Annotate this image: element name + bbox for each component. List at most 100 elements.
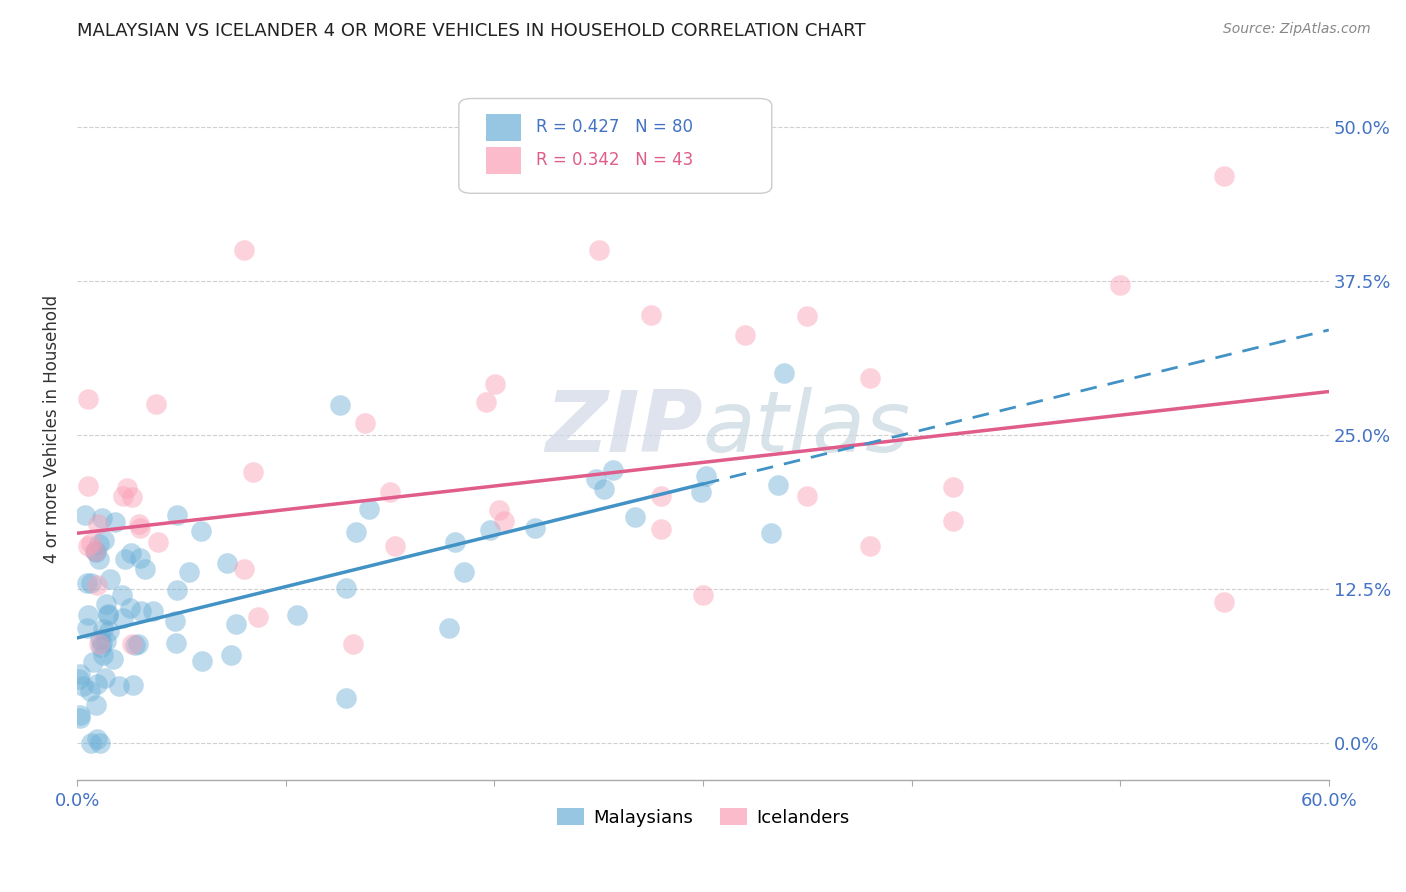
Text: R = 0.427   N = 80: R = 0.427 N = 80 xyxy=(537,119,693,136)
Point xyxy=(942,514,965,528)
Y-axis label: 4 or more Vehicles in Household: 4 or more Vehicles in Household xyxy=(44,294,60,563)
Point xyxy=(108,679,131,693)
Point xyxy=(91,636,114,650)
Point xyxy=(640,309,662,323)
Point xyxy=(75,508,97,522)
Point xyxy=(524,521,547,535)
Point xyxy=(247,610,270,624)
Point xyxy=(217,556,239,570)
Point xyxy=(444,535,467,549)
Point xyxy=(759,525,782,540)
Point xyxy=(80,736,103,750)
Point xyxy=(82,655,104,669)
Point xyxy=(859,539,882,553)
Point xyxy=(357,501,380,516)
Text: R = 0.342   N = 43: R = 0.342 N = 43 xyxy=(537,152,693,169)
Point xyxy=(650,489,672,503)
Point xyxy=(134,562,156,576)
Point xyxy=(114,552,136,566)
Point xyxy=(165,636,187,650)
Text: ZIP: ZIP xyxy=(546,387,703,470)
Point xyxy=(93,533,115,547)
Point xyxy=(285,607,308,622)
Point xyxy=(335,691,357,706)
Point xyxy=(87,637,110,651)
Point xyxy=(474,394,496,409)
Point xyxy=(219,648,242,662)
Point xyxy=(84,544,107,558)
Point xyxy=(89,632,111,646)
Point xyxy=(1213,595,1236,609)
Point xyxy=(76,621,98,635)
Point xyxy=(104,515,127,529)
Point xyxy=(97,607,120,621)
Point xyxy=(115,481,138,495)
Point xyxy=(602,463,624,477)
Point xyxy=(190,524,212,539)
Point xyxy=(165,614,187,628)
Point xyxy=(329,398,352,412)
Point xyxy=(453,565,475,579)
Point xyxy=(120,546,142,560)
Point xyxy=(766,477,789,491)
Point xyxy=(191,654,214,668)
Point xyxy=(94,597,117,611)
Point xyxy=(91,648,114,662)
Point xyxy=(354,417,377,431)
Point xyxy=(89,736,111,750)
Point xyxy=(484,376,506,391)
Point xyxy=(72,679,94,693)
Point xyxy=(225,617,247,632)
Point xyxy=(77,608,100,623)
Point xyxy=(342,637,364,651)
Point xyxy=(378,484,401,499)
Point xyxy=(128,521,150,535)
Point xyxy=(129,604,152,618)
Point xyxy=(83,543,105,558)
Point xyxy=(166,583,188,598)
Point xyxy=(90,640,112,655)
Point xyxy=(97,608,120,623)
Point xyxy=(146,534,169,549)
Point xyxy=(89,552,111,566)
Point xyxy=(76,479,98,493)
Text: MALAYSIAN VS ICELANDER 4 OR MORE VEHICLES IN HOUSEHOLD CORRELATION CHART: MALAYSIAN VS ICELANDER 4 OR MORE VEHICLE… xyxy=(77,22,866,40)
Point xyxy=(98,624,121,638)
Point xyxy=(86,578,108,592)
Point xyxy=(734,328,756,343)
Legend: Malaysians, Icelanders: Malaysians, Icelanders xyxy=(550,800,856,834)
Point xyxy=(796,309,818,323)
Point xyxy=(93,623,115,637)
Point xyxy=(242,465,264,479)
Point xyxy=(86,698,108,713)
Point xyxy=(69,711,91,725)
Point xyxy=(101,652,124,666)
Point xyxy=(690,485,713,500)
FancyBboxPatch shape xyxy=(458,98,772,194)
Point xyxy=(69,708,91,723)
Point xyxy=(121,490,143,504)
Point xyxy=(120,601,142,615)
Point xyxy=(127,637,149,651)
FancyBboxPatch shape xyxy=(486,147,522,174)
Point xyxy=(94,671,117,685)
Point xyxy=(79,575,101,590)
Point xyxy=(76,576,98,591)
Point xyxy=(76,539,98,553)
Point xyxy=(585,472,607,486)
Point xyxy=(859,370,882,384)
Point xyxy=(128,517,150,532)
Point xyxy=(588,243,610,257)
Point xyxy=(177,566,200,580)
Point xyxy=(695,469,717,483)
Point xyxy=(111,588,134,602)
Text: atlas: atlas xyxy=(703,387,911,470)
Point xyxy=(91,511,114,525)
Point xyxy=(86,677,108,691)
Point xyxy=(344,524,367,539)
Point xyxy=(233,243,256,257)
Point xyxy=(145,397,167,411)
Point xyxy=(124,638,146,652)
FancyBboxPatch shape xyxy=(486,114,522,141)
Point xyxy=(98,572,121,586)
